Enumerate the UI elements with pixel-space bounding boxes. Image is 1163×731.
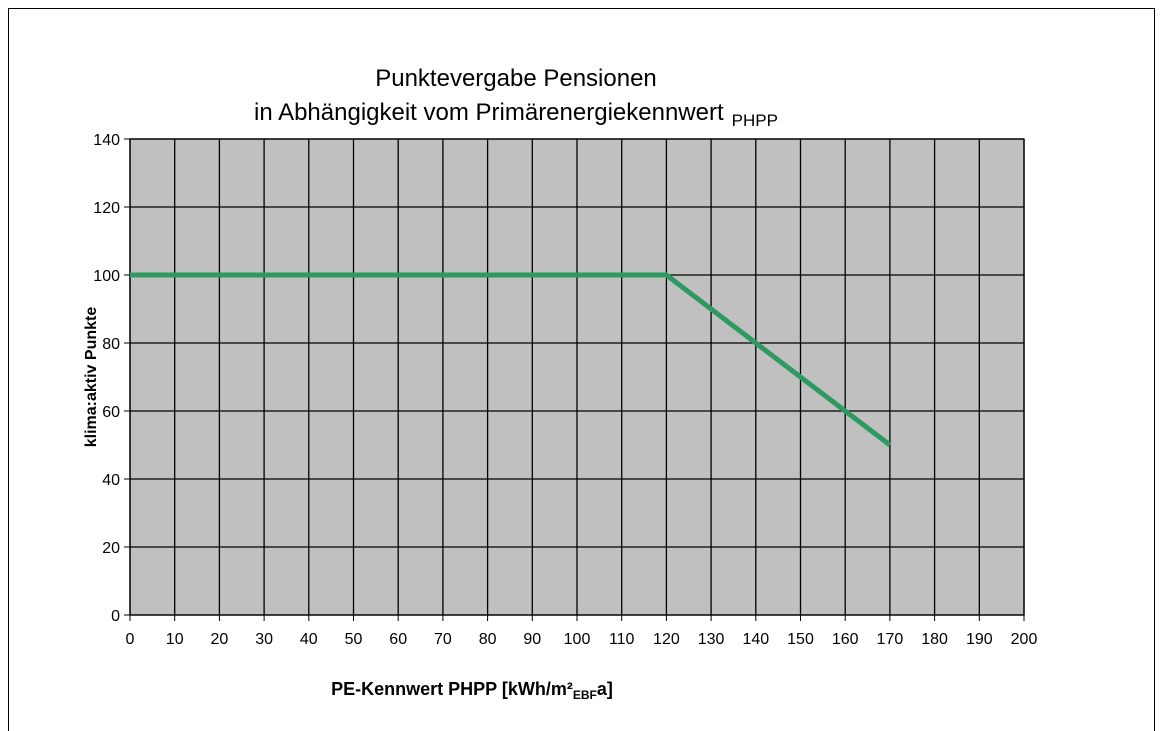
x-tick-label: 110 (609, 631, 635, 648)
x-tick-label: 50 (345, 631, 363, 648)
x-tick-label: 40 (300, 631, 318, 648)
x-axis-label: PE-Kennwert PHPP [kWh/m²EBFa] (331, 679, 613, 702)
x-tick-label: 10 (166, 631, 184, 648)
x-axis-label-part: PE-Kennwert PHPP [kWh/m² (331, 679, 573, 699)
x-tick-label: 160 (832, 631, 859, 648)
data-line (130, 272, 892, 447)
x-axis-label-subscript: EBF (573, 688, 597, 702)
y-tick-label: 120 (93, 200, 120, 217)
chart-title-line: in Abhängigkeit vom Primärenergiekennwer… (254, 99, 724, 126)
y-tick-label: 40 (102, 472, 120, 489)
x-tick-label: 70 (434, 631, 452, 648)
x-tick-label: 30 (255, 631, 273, 648)
x-tick-label: 180 (921, 631, 948, 648)
chart-title: in Abhängigkeit vom Primärenergiekennwer… (254, 99, 778, 130)
y-tick-label: 60 (102, 404, 120, 421)
chart-title-subscript: PHPP (732, 111, 778, 130)
x-tick-label: 150 (787, 631, 814, 648)
x-tick-label: 190 (966, 631, 993, 648)
x-tick-label: 60 (389, 631, 407, 648)
plot-frame (129, 138, 1025, 616)
y-tick-label: 80 (102, 336, 120, 353)
x-tick-label: 200 (1011, 631, 1038, 648)
x-tick-label: 20 (211, 631, 229, 648)
x-tick-label: 80 (479, 631, 497, 648)
x-tick-label: 140 (742, 631, 769, 648)
x-tick-label: 130 (698, 631, 725, 648)
y-tick-label: 0 (111, 608, 120, 625)
chart-border (8, 8, 1155, 731)
x-tick-label: 0 (126, 631, 135, 648)
x-tick-label: 120 (653, 631, 680, 648)
x-tick-label: 90 (523, 631, 541, 648)
y-tick-label: 140 (93, 132, 120, 149)
y-axis-label: klima:aktiv Punkte (83, 307, 100, 448)
chart-title: Punktevergabe Pensionen (375, 65, 657, 92)
x-axis-label-part: a] (597, 679, 613, 699)
y-tick-label: 20 (102, 540, 120, 557)
x-tick-label: 100 (564, 631, 591, 648)
x-tick-label: 170 (877, 631, 904, 648)
y-tick-label: 100 (93, 268, 120, 285)
